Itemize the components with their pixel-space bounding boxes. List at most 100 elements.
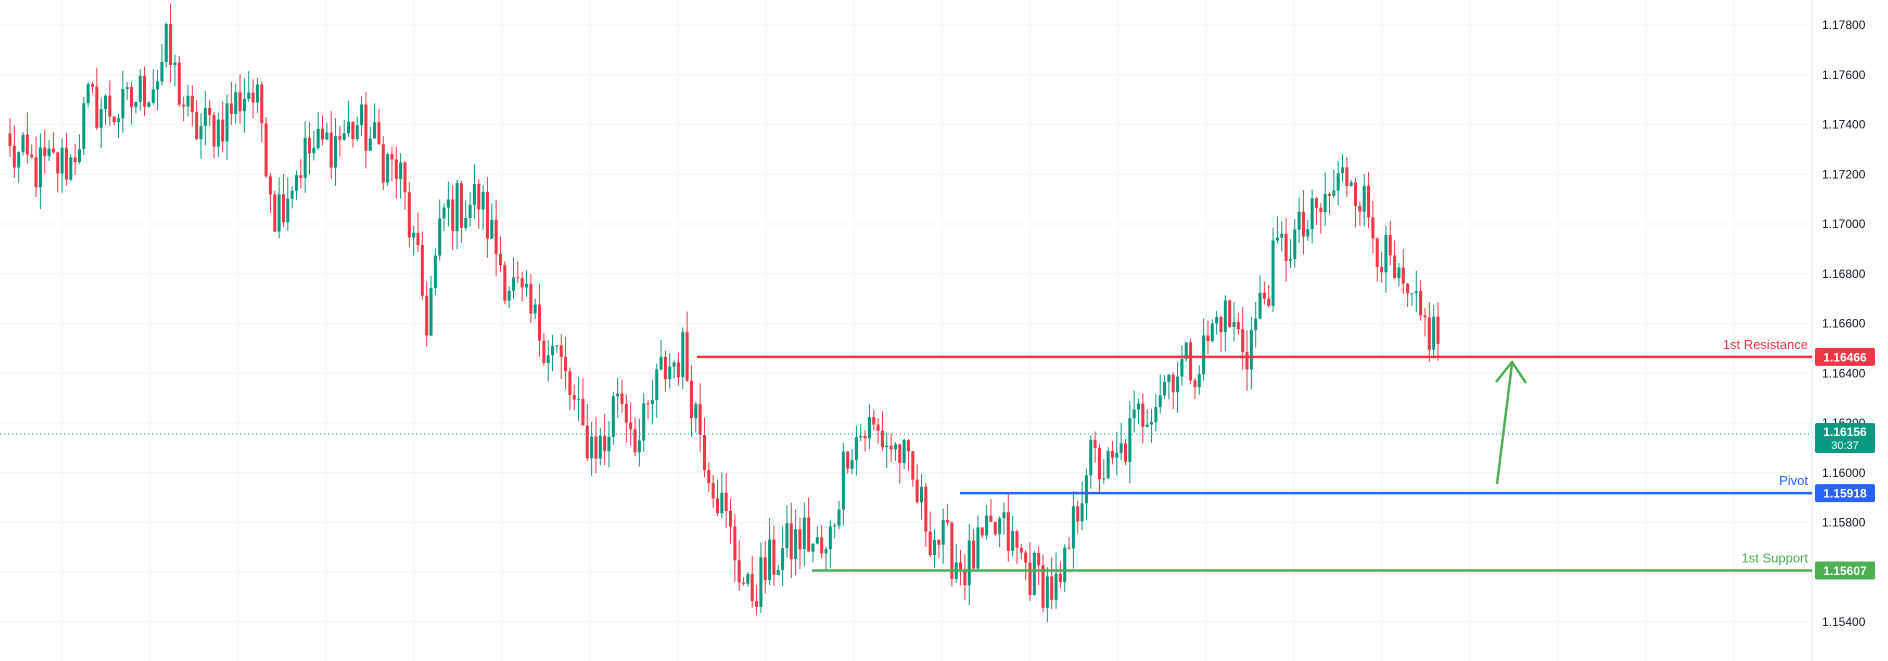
candle-body [190, 95, 194, 113]
candle-body [833, 525, 837, 527]
candle-body [841, 451, 845, 510]
candle-body [242, 98, 246, 112]
candle-body [351, 121, 355, 140]
candle-body [850, 460, 854, 469]
candle-body [824, 549, 828, 554]
candle-body [711, 483, 715, 499]
candle-body [733, 526, 737, 561]
candle-body [177, 62, 181, 105]
candle-body [1336, 173, 1340, 191]
candle-body [77, 149, 81, 163]
candle-body [1158, 395, 1162, 408]
candle-body [377, 122, 381, 145]
candle-body [1223, 300, 1227, 333]
candle-body [472, 184, 476, 205]
candle-body [872, 417, 876, 425]
candle-body [941, 520, 945, 545]
candle-body [1193, 380, 1197, 388]
candle-body [564, 356, 568, 372]
candle-body [785, 523, 789, 549]
candle-body [906, 440, 910, 452]
candle-body [1327, 193, 1332, 196]
candle-body [56, 152, 60, 174]
candle-body [998, 518, 1002, 535]
candle-body [546, 355, 550, 363]
candle-body [1436, 316, 1440, 344]
candle-body [364, 104, 368, 151]
candle-body [815, 537, 819, 544]
candle-body [455, 183, 459, 232]
candle-body [30, 154, 34, 158]
candle-body [8, 133, 12, 146]
candles [8, 3, 1440, 623]
candle-body [95, 86, 99, 128]
candle-body [412, 232, 416, 238]
candle-body [759, 557, 763, 607]
candle-body [989, 515, 993, 522]
candle-body [1288, 259, 1292, 261]
arrow-shaft [1495, 363, 1514, 485]
candle-body [802, 517, 806, 550]
candle-body [34, 157, 38, 188]
candle-body [1184, 342, 1188, 359]
candle-body [360, 104, 364, 126]
candle-body [438, 218, 442, 256]
candle-body [160, 62, 164, 82]
candle-body [720, 492, 724, 514]
resistance-price-text: 1.16466 [1823, 350, 1867, 364]
candle-body [498, 253, 502, 266]
candle-body [963, 569, 967, 586]
candle-body [755, 601, 759, 607]
candle-body [1262, 292, 1266, 299]
resistance-label: 1st Resistance [1723, 337, 1808, 352]
candle-body [1258, 292, 1262, 319]
y-tick-label: 1.16600 [1822, 317, 1866, 331]
candle-body [373, 122, 377, 139]
arrow-head [1495, 360, 1528, 384]
candle-body [1393, 255, 1397, 279]
candle-body [1280, 233, 1284, 238]
candle-body [611, 396, 615, 437]
candle-body [763, 557, 767, 581]
candle-body [221, 119, 225, 142]
candle-body [342, 133, 346, 140]
pivot-price-badge [1815, 484, 1875, 503]
candle-body [867, 417, 871, 439]
candle-body [668, 366, 672, 380]
candle-body [1115, 452, 1119, 458]
y-tick-label: 1.17600 [1822, 68, 1866, 82]
candle-body [572, 395, 576, 400]
candle-body [407, 192, 411, 238]
candle-body [655, 369, 659, 401]
candle-body [73, 157, 77, 163]
candle-body [433, 255, 437, 289]
candle-body [1388, 235, 1392, 256]
price-axis[interactable]: 1.17800 1.17600 1.17400 1.17200 1.17000 1.168… [1822, 18, 1866, 629]
candle-body [598, 435, 602, 459]
candle-body [1106, 451, 1110, 479]
candle-body [381, 144, 385, 183]
candle-body [1232, 322, 1236, 327]
candle-body [750, 573, 754, 602]
candle-body [993, 521, 997, 535]
candle-body [212, 115, 216, 147]
pivot-label: Pivot [1779, 473, 1808, 488]
candle-body [273, 194, 277, 232]
candle-body [859, 435, 863, 438]
candle-body [1314, 198, 1318, 208]
current-price-badge [1815, 422, 1875, 453]
candle-body [902, 440, 906, 464]
candle-body [286, 198, 290, 223]
candle-body [90, 84, 94, 87]
candle-body [1197, 374, 1201, 388]
candle-body [490, 219, 494, 239]
candle-body [685, 332, 689, 381]
candle-body [1354, 182, 1358, 206]
candle-body [1397, 267, 1401, 279]
support-price-badge [1815, 561, 1875, 580]
y-tick-label: 1.17200 [1822, 167, 1866, 181]
candle-body [915, 479, 919, 503]
candle-body [86, 84, 90, 104]
candle-body [147, 102, 151, 107]
